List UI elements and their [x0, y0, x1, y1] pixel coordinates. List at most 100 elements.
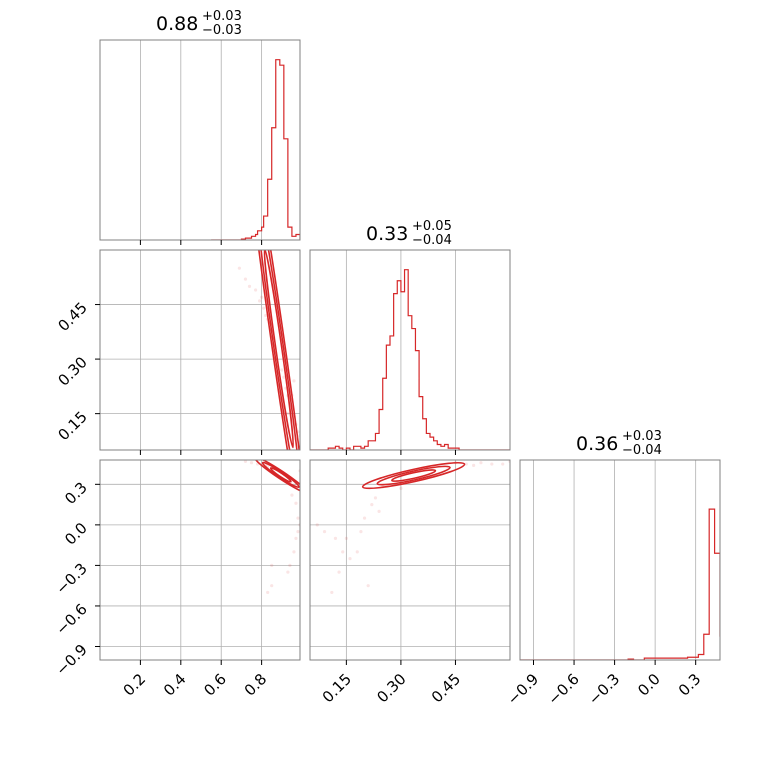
- param-minus-0: −0.03: [202, 23, 242, 38]
- sample-point-3: [253, 288, 258, 292]
- panel-frame: [309, 459, 511, 661]
- x-tick-label-0: −0.9: [504, 670, 542, 708]
- sample-point-5: [260, 295, 264, 299]
- y-tick-label-4: 0.3: [61, 478, 91, 508]
- sample-point-20: [330, 590, 334, 595]
- panel-frame: [99, 459, 301, 661]
- sample-point-2: [333, 536, 338, 540]
- sample-point-22: [399, 486, 403, 490]
- x-tick-label-2: −0.3: [585, 670, 623, 708]
- panel-content: [243, 460, 300, 595]
- sample-point-10: [296, 530, 300, 534]
- param-title-2: 0.36: [576, 433, 618, 455]
- sample-point-4: [257, 299, 262, 303]
- contour-level-2: [361, 461, 466, 490]
- param-minus-1: −0.04: [412, 233, 452, 248]
- contour-level-0: [263, 250, 295, 449]
- param-title-1: 0.33: [366, 223, 408, 245]
- x-tick-label-2: 0.6: [200, 670, 230, 700]
- histogram-0: [211, 59, 300, 240]
- panel-frame: [519, 459, 721, 661]
- sample-point-6: [290, 493, 294, 497]
- panel-1-1: [309, 249, 511, 455]
- panel-content: [211, 59, 300, 240]
- y-tick-label-3: 0.0: [61, 519, 91, 549]
- sample-point-21: [377, 509, 381, 513]
- sample-point-4: [341, 550, 345, 554]
- sample-point-8: [296, 516, 300, 520]
- contour-level-0: [391, 469, 437, 482]
- sample-point-15: [490, 462, 494, 466]
- sample-point-0: [237, 266, 241, 270]
- param-median: 0.36: [576, 433, 618, 455]
- contour-level-2: [253, 460, 300, 494]
- x-tick-label-2: 0.45: [428, 670, 464, 706]
- contour-level-0: [269, 467, 292, 483]
- x-tick-label-1: 0.30: [373, 670, 409, 706]
- panel-content: [520, 508, 720, 660]
- sample-point-0: [243, 460, 248, 463]
- x-tick-label-3: 0.0: [634, 670, 664, 700]
- x-tick-label-1: −0.6: [544, 670, 582, 708]
- sample-point-7: [264, 313, 268, 318]
- sample-point-7: [359, 530, 363, 534]
- sample-point-8: [362, 516, 367, 520]
- sample-point-3: [344, 536, 348, 540]
- sample-point-14: [286, 570, 290, 574]
- y-tick-label-2: 0.45: [54, 299, 90, 335]
- panel-content: [310, 269, 510, 450]
- x-tick-label-1: 0.4: [160, 670, 190, 700]
- sample-point-2: [247, 284, 252, 288]
- x-tick-label-4: 0.3: [675, 670, 705, 700]
- sample-point-15: [270, 563, 274, 568]
- sample-point-13: [288, 563, 292, 568]
- sample-point-12: [292, 550, 296, 554]
- panel-content: [237, 250, 300, 450]
- x-tick-label-3: 0.8: [241, 670, 271, 700]
- panel-frame: [99, 39, 301, 241]
- y-tick-label-0: 0.15: [54, 408, 90, 444]
- panel-2-2: −0.9 −0.6 −0.3 0.0 0.3: [504, 459, 721, 709]
- sample-point-9: [370, 502, 374, 507]
- y-tick-label-0: −0.9: [52, 641, 90, 679]
- sample-point-14: [479, 461, 483, 465]
- panel-frame: [99, 249, 301, 451]
- y-tick-label-1: −0.6: [52, 600, 90, 638]
- contour-level-1: [255, 250, 300, 450]
- panel-2-1: 0.15 0.30 0.45: [309, 459, 511, 706]
- histogram-2: [520, 508, 720, 660]
- sample-point-13: [282, 375, 286, 379]
- panel-1-0: 0.15 0.30 0.45: [54, 249, 301, 455]
- contour-level-2: [245, 250, 300, 450]
- sample-point-12: [464, 462, 468, 466]
- sample-point-27: [292, 379, 296, 383]
- param-median: 0.88: [156, 13, 198, 35]
- sample-point-1: [249, 461, 254, 465]
- sample-point-16: [501, 462, 505, 466]
- sample-point-6: [262, 306, 266, 310]
- param-plus-2: +0.03: [622, 429, 662, 444]
- param-plus-0: +0.03: [202, 9, 242, 24]
- sample-point-10: [373, 496, 378, 500]
- param-median: 0.33: [366, 223, 408, 245]
- param-title-0: 0.88: [156, 13, 198, 35]
- sample-point-0: [315, 523, 319, 527]
- sample-point-19: [366, 584, 370, 588]
- sample-point-17: [270, 584, 274, 588]
- sample-point-13: [472, 463, 476, 468]
- sample-point-5: [337, 570, 341, 574]
- contour-level-1: [261, 461, 300, 489]
- y-tick-label-1: 0.30: [54, 353, 90, 389]
- panel-0-0: [99, 39, 301, 245]
- sample-point-6: [348, 557, 352, 561]
- sample-point-24: [286, 412, 290, 416]
- param-minus-2: −0.04: [622, 443, 662, 458]
- x-tick-label-0: 0.15: [319, 670, 355, 706]
- panel-frame: [309, 249, 511, 451]
- sample-point-1: [243, 277, 248, 281]
- param-plus-1: +0.05: [412, 219, 452, 234]
- sample-point-1: [322, 530, 327, 534]
- contour-level-1: [376, 465, 451, 486]
- x-tick-label-0: 0.2: [120, 670, 150, 700]
